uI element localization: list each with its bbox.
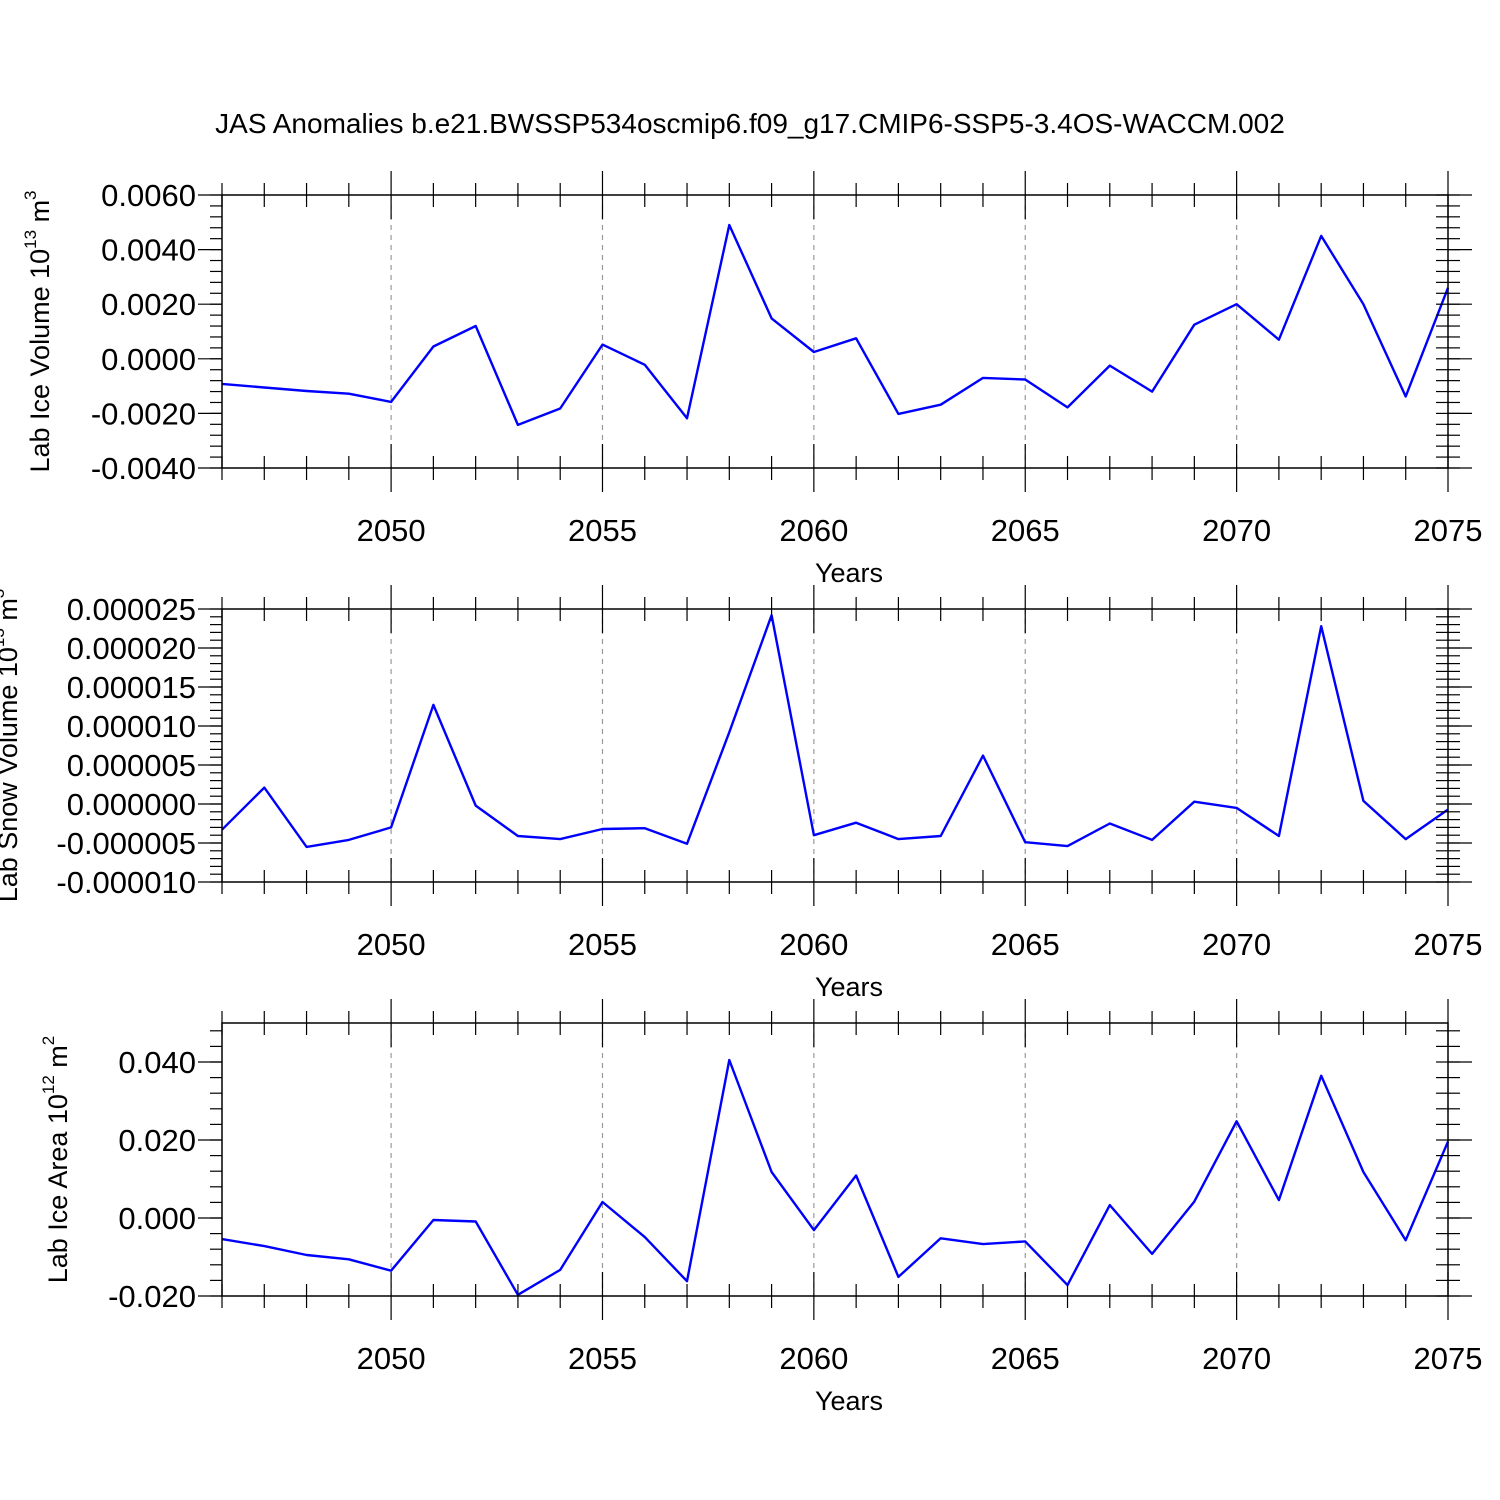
snow-volume-x-tick-label: 2070: [1202, 927, 1271, 962]
ice-volume-y-tick-label: 0.0040: [101, 233, 196, 268]
snow-volume-y-tick-label: 0.000000: [67, 787, 196, 822]
ice-volume-x-axis-title: Years: [815, 558, 883, 588]
snow-volume-y-tick-label: 0.000005: [67, 748, 196, 783]
ice-area-x-tick-label: 2070: [1202, 1341, 1271, 1376]
ice-volume-y-tick-label: -0.0040: [91, 451, 196, 486]
ice-area-panel: 2050 2055 2060 2065 2070 2075 -0.020 0.000 0.020…: [39, 999, 1482, 1416]
ice-area-y-tick-label: 0.000: [118, 1201, 196, 1236]
snow-volume-y-tick-label: 0.000015: [67, 670, 196, 705]
snow-volume-x-tick-label: 2060: [779, 927, 848, 962]
snow-volume-y-tick-label: 0.000020: [67, 631, 196, 666]
snow-volume-x-tick-label: 2055: [568, 927, 637, 962]
snow-volume-x-axis-title: Years: [815, 972, 883, 1002]
ice-area-series-line: [221, 1058, 1450, 1297]
ice-area-x-tick-label: 2065: [991, 1341, 1060, 1376]
ice-volume-y-tick-label: 0.0020: [101, 287, 196, 322]
chart-title: JAS Anomalies b.e21.BWSSP534oscmip6.f09_…: [215, 108, 1285, 139]
ice-area-plot-frame: [221, 1022, 1449, 1297]
ice-area-y-axis-title: Lab Ice Area 1012 m2: [39, 1036, 73, 1284]
ice-area-x-tick-label: 2060: [779, 1341, 848, 1376]
snow-volume-y-tick-label: 0.000025: [67, 592, 196, 627]
ice-volume-x-tick-label: 2070: [1202, 513, 1271, 548]
ice-volume-x-tick-label: 2055: [568, 513, 637, 548]
snow-volume-y-tick-label: 0.000010: [67, 709, 196, 744]
ice-volume-y-tick-label: 0.0060: [101, 178, 196, 213]
ice-area-y-tick-label: -0.020: [108, 1279, 196, 1314]
ice-volume-x-tick-label: 2065: [991, 513, 1060, 548]
snow-volume-series-line: [221, 614, 1449, 849]
ice-volume-panel: 2050 2055 2060 2065 2070 2075 -0.0040 -0.0020 0.…: [21, 171, 1482, 588]
snow-volume-x-tick-label: 2075: [1414, 927, 1483, 962]
snow-volume-y-tick-label: -0.000005: [56, 826, 196, 861]
snow-volume-y-axis-title: Lab Snow Volume 1013 m3: [0, 589, 23, 903]
ice-area-y-tick-label: 0.020: [118, 1123, 196, 1158]
ice-volume-y-tick-label: -0.0020: [91, 396, 196, 431]
ice-area-x-axis-title: Years: [815, 1386, 883, 1416]
ice-volume-plot-frame: [221, 194, 1449, 469]
ice-area-x-tick-label: 2055: [568, 1341, 637, 1376]
snow-volume-y-tick-label: -0.000010: [56, 865, 196, 900]
ice-volume-y-axis-title: Lab Ice Volume 1013 m3: [21, 190, 55, 472]
snow-volume-panel: 2050 2055 2060 2065 2070 2075 -0.000010 -0.0000…: [0, 585, 1482, 1002]
ice-volume-y-tick-label: 0.0000: [101, 342, 196, 377]
ice-area-x-tick-label: 2075: [1414, 1341, 1483, 1376]
ice-area-y-tick-label: 0.040: [118, 1045, 196, 1080]
snow-volume-x-tick-label: 2050: [357, 927, 426, 962]
ice-volume-series-line: [221, 223, 1450, 427]
snow-volume-x-tick-label: 2065: [991, 927, 1060, 962]
ice-volume-x-tick-label: 2060: [779, 513, 848, 548]
ice-area-x-tick-label: 2050: [357, 1341, 426, 1376]
ice-volume-x-tick-label: 2075: [1414, 513, 1483, 548]
ice-volume-x-tick-label: 2050: [357, 513, 426, 548]
snow-volume-plot-frame: [221, 608, 1449, 883]
